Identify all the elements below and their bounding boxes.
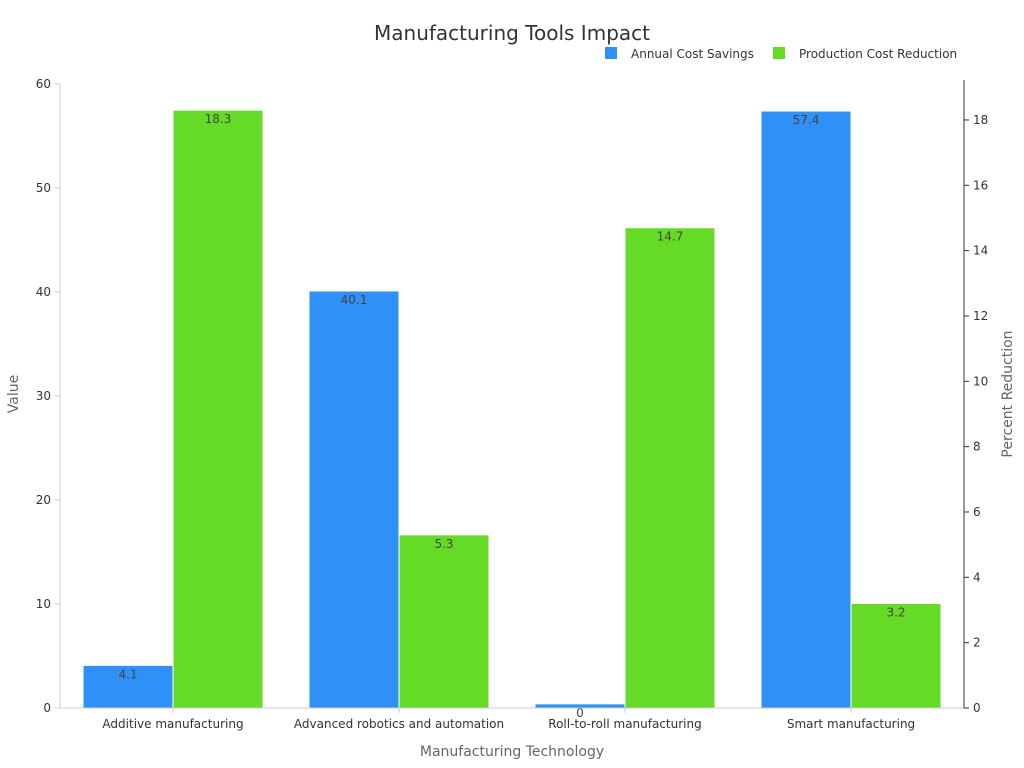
y-right-tick-label: 10 — [973, 374, 988, 388]
legend: Annual Cost Savings Production Cost Reduc… — [605, 47, 957, 61]
y-right-tick-label: 16 — [973, 178, 988, 192]
bar-data-label: 18.3 — [205, 112, 232, 126]
y-left-tick-label: 20 — [36, 493, 51, 507]
y-right-tick-label: 4 — [973, 570, 981, 584]
bar-data-label: 3.2 — [886, 605, 905, 619]
y-left-tick-label: 10 — [36, 597, 51, 611]
y-left-tick-label: 0 — [43, 701, 51, 715]
y-right-tick-label: 2 — [973, 636, 981, 650]
y-right-tick-label: 8 — [973, 440, 981, 454]
y-right-tick-label: 0 — [973, 701, 981, 715]
x-tick-label: Advanced robotics and automation — [294, 717, 504, 731]
y-axis-right-title: Percent Reduction — [1000, 330, 1016, 457]
bar — [398, 534, 490, 709]
y-left-tick-label: 50 — [36, 181, 51, 195]
legend-label: Annual Cost Savings — [631, 47, 754, 61]
x-tick-label: Roll-to-roll manufacturing — [548, 717, 701, 731]
bars — [82, 109, 942, 709]
x-axis-ticks: Additive manufacturing Advanced robotics … — [102, 708, 915, 731]
y-right-tick-label: 6 — [973, 505, 981, 519]
y-axis-left-title: Value — [6, 375, 22, 413]
y-left-tick-label: 40 — [36, 285, 51, 299]
y-right-tick-label: 12 — [973, 309, 988, 323]
y-left-tick-label: 60 — [36, 77, 51, 91]
bar-data-label: 14.7 — [657, 230, 684, 244]
bar-data-label: 57.4 — [793, 113, 820, 127]
x-tick-label: Additive manufacturing — [102, 717, 243, 731]
bar — [624, 227, 716, 709]
bar — [172, 109, 264, 709]
y-right-tick-label: 18 — [973, 113, 988, 127]
x-tick-label: Smart manufacturing — [787, 717, 915, 731]
bar — [82, 664, 174, 709]
bar-data-label: 5.3 — [434, 537, 453, 551]
chart-title: Manufacturing Tools Impact — [374, 21, 650, 45]
bar-labels: 4.1 18.3 40.1 5.3 0 14.7 57.4 3.2 — [118, 112, 905, 720]
y-axis-right-ticks: 0 2 4 6 8 10 12 14 16 18 — [964, 113, 988, 715]
legend-label: Production Cost Reduction — [799, 47, 957, 61]
x-axis-title: Manufacturing Technology — [420, 744, 604, 760]
legend-swatch — [773, 47, 785, 59]
bar — [760, 110, 852, 709]
legend-swatch — [605, 47, 617, 59]
y-axis-left-ticks: 0 10 20 30 40 50 60 — [36, 77, 60, 715]
bar — [308, 290, 400, 709]
bar-data-label: 4.1 — [118, 667, 137, 681]
bar-data-label: 0 — [576, 706, 584, 720]
y-right-tick-label: 14 — [973, 244, 988, 258]
bar-data-label: 40.1 — [341, 293, 368, 307]
y-left-tick-label: 30 — [36, 389, 51, 403]
